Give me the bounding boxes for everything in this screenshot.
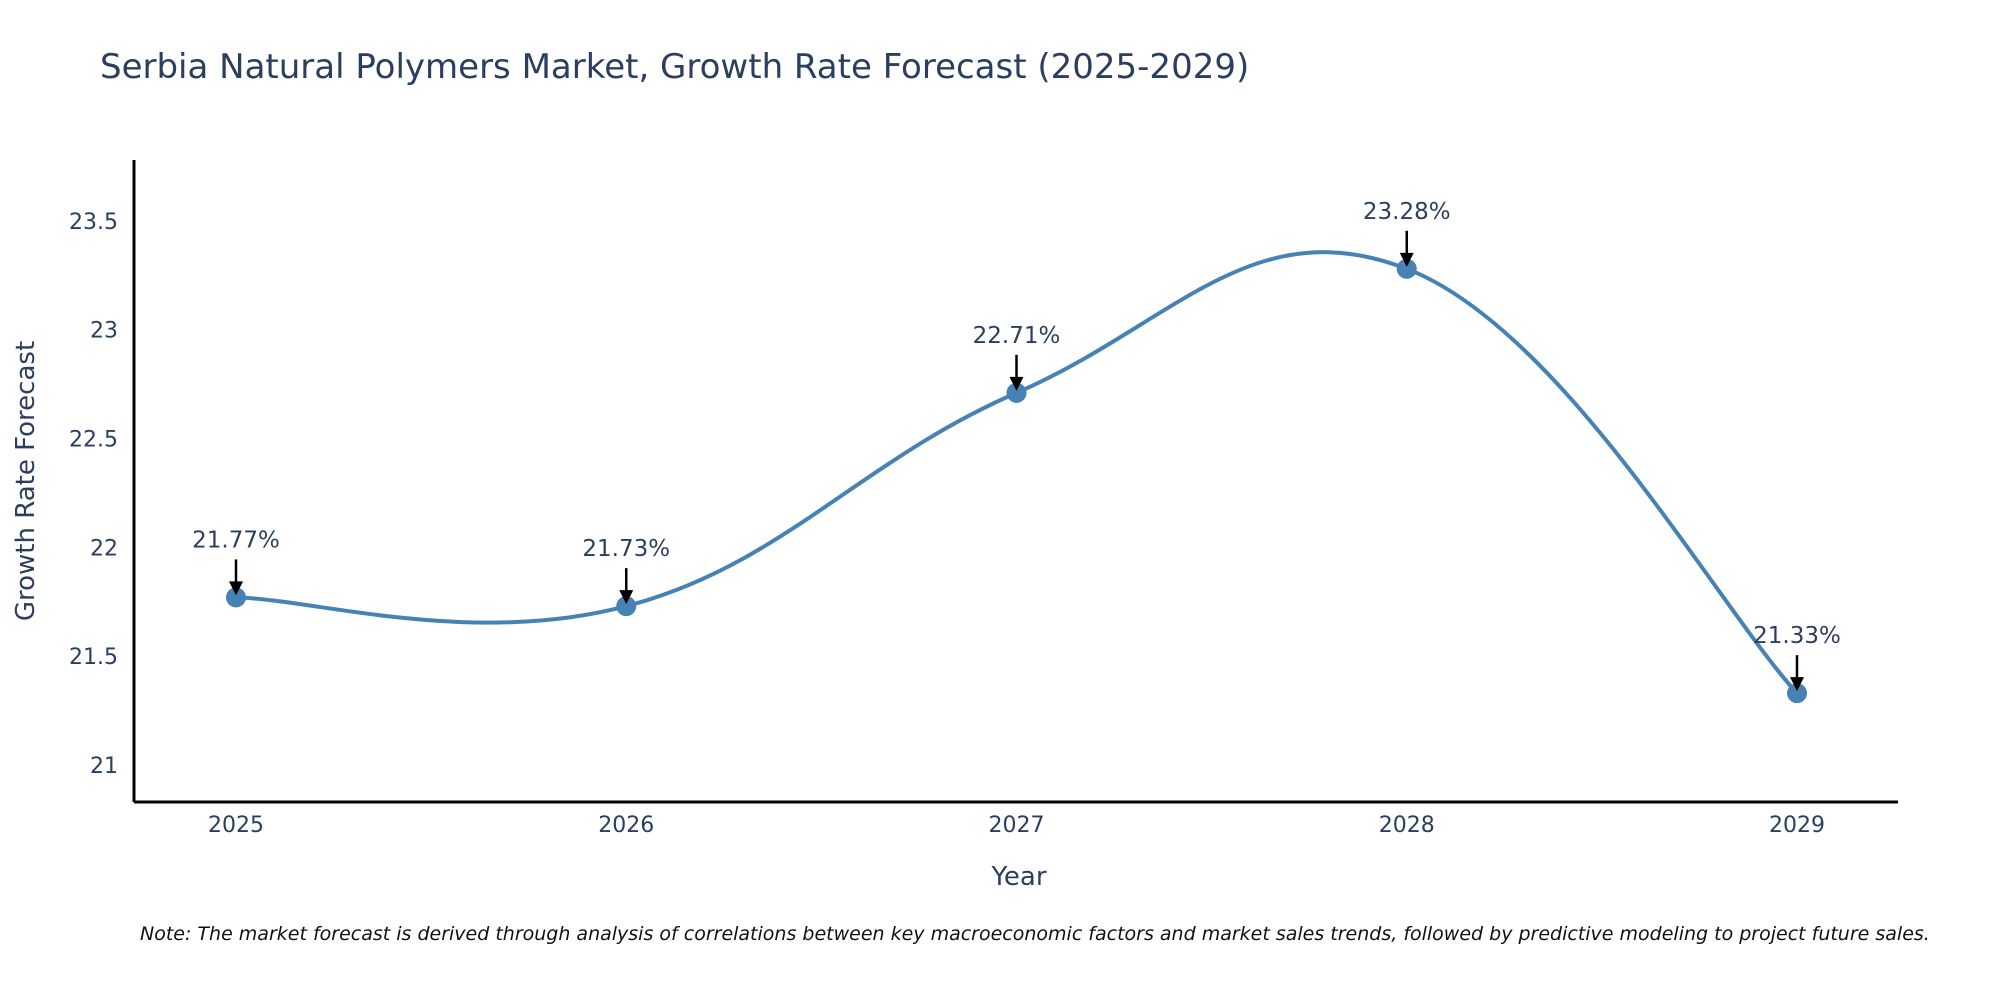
data-label: 21.33% [1753, 623, 1841, 649]
x-tick-label: 2028 [1379, 813, 1435, 838]
data-label: 21.73% [582, 536, 670, 562]
y-tick-label: 21.5 [69, 645, 118, 670]
annotation-arrow-head [1009, 376, 1024, 391]
data-point [1006, 382, 1027, 403]
x-tick-label: 2029 [1769, 813, 1825, 838]
data-annotations: 21.77% 21.73% 22.71% 23.28% 21.33% [192, 199, 1841, 692]
annotation-arrow-head [229, 581, 243, 596]
x-axis-ticks: 2025 2026 2027 2028 2029 [208, 813, 1825, 838]
y-axis-title: Growth Rate Forecast [11, 341, 41, 621]
y-tick-label: 21 [90, 754, 118, 779]
y-tick-label: 22 [90, 536, 118, 561]
footnote: Note: The market forecast is derived thr… [140, 923, 1930, 945]
x-tick-label: 2025 [208, 813, 264, 838]
y-tick-label: 23.5 [69, 210, 118, 235]
annotation-arrow-head [1399, 252, 1414, 267]
y-tick-label: 23 [90, 319, 118, 344]
annotation-arrow-head [619, 590, 634, 605]
y-tick-label: 22.5 [69, 428, 118, 453]
series-line [235, 250, 1799, 695]
x-axis-title: Year [990, 862, 1046, 892]
data-label: 22.71% [973, 323, 1061, 349]
y-axis-ticks: 21 21.5 22 22.5 23 23.5 [69, 210, 118, 779]
chart-title: Serbia Natural Polymers Market, Growth R… [100, 47, 1249, 87]
annotation-arrow-head [1790, 677, 1804, 692]
data-label: 21.77% [192, 527, 280, 553]
x-tick-label: 2026 [598, 813, 654, 838]
data-label: 23.28% [1363, 199, 1451, 225]
data-point [1396, 258, 1417, 279]
x-tick-label: 2027 [989, 813, 1045, 838]
data-point [616, 596, 637, 617]
data-point [226, 587, 246, 608]
data-point [1787, 683, 1807, 704]
data-markers [226, 258, 1807, 704]
